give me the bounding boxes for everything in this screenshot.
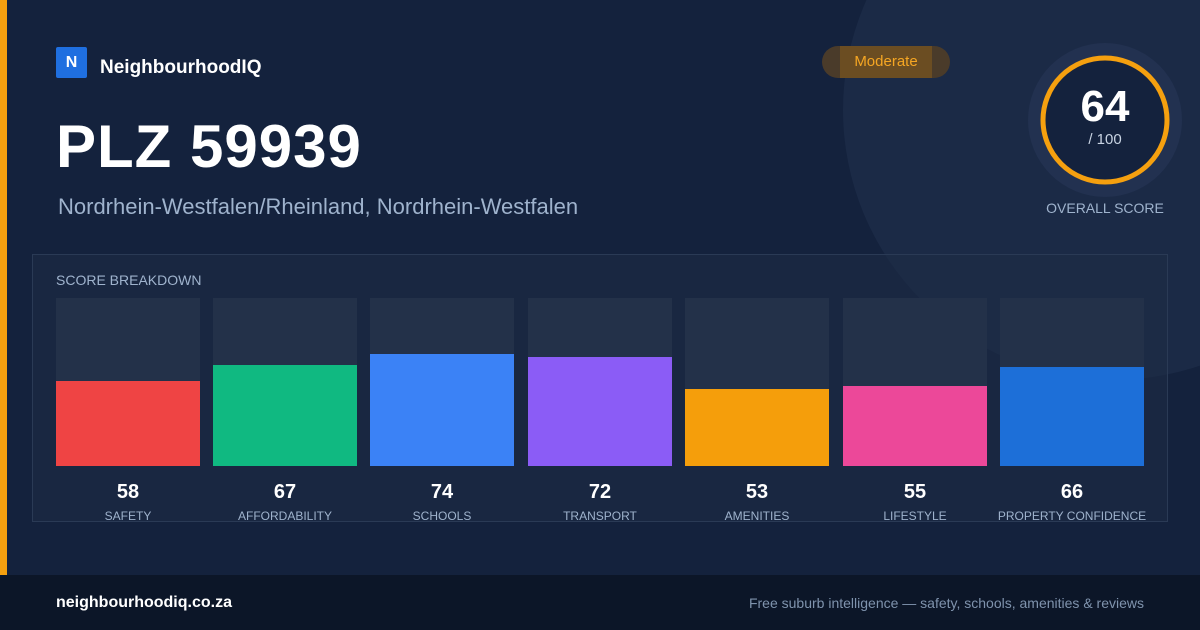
overall-score-value: 64 bbox=[1080, 82, 1130, 131]
bar-track bbox=[685, 298, 829, 466]
bar-property-confidence: 66 PROPERTY CONFIDENCE bbox=[998, 298, 1146, 524]
bar-fill-property-confidence bbox=[1000, 367, 1144, 466]
bar-label: SCHOOLS bbox=[412, 509, 472, 523]
brand: N NeighbourhoodIQ bbox=[56, 46, 261, 79]
bar-safety: 58 SAFETY bbox=[56, 298, 200, 524]
overall-score-ring: 64 / 100 bbox=[1028, 43, 1182, 197]
bar-transport: 72 TRANSPORT bbox=[528, 298, 672, 524]
bar-track bbox=[1000, 298, 1144, 466]
rating-badge-label: Moderate bbox=[840, 46, 932, 78]
score-breakdown-title: SCORE BREAKDOWN bbox=[56, 272, 202, 288]
bar-schools: 74 SCHOOLS bbox=[370, 298, 514, 524]
page-title: PLZ 59939 bbox=[56, 113, 362, 180]
bar-amenities: 53 AMENITIES bbox=[685, 298, 829, 524]
bar-track bbox=[56, 298, 200, 466]
bar-track bbox=[528, 298, 672, 466]
bar-fill-transport bbox=[528, 357, 672, 466]
footer-tagline: Free suburb intelligence — safety, schoo… bbox=[748, 595, 1144, 611]
bar-fill-lifestyle bbox=[843, 386, 987, 466]
accent-bar bbox=[0, 0, 7, 575]
score-ring-arc bbox=[1040, 55, 1170, 185]
bar-lifestyle: 55 LIFESTYLE bbox=[843, 298, 987, 524]
brand-logo-icon: N bbox=[56, 47, 87, 78]
bar-label: LIFESTYLE bbox=[883, 509, 947, 523]
bar-affordability: 67 AFFORDABILITY bbox=[213, 298, 357, 524]
bar-track bbox=[370, 298, 514, 466]
footer-url-link[interactable]: neighbourhoodiq.co.za bbox=[56, 594, 232, 611]
bar-track bbox=[843, 298, 987, 466]
brand-name: NeighbourhoodIQ bbox=[100, 57, 262, 78]
bar-value: 72 bbox=[588, 481, 612, 503]
overall-score-label: OVERALL SCORE bbox=[1046, 200, 1164, 216]
bar-label: SAFETY bbox=[104, 509, 152, 523]
bar-label: PROPERTY CONFIDENCE bbox=[997, 509, 1147, 523]
bar-label: AMENITIES bbox=[724, 509, 790, 523]
bar-value: 53 bbox=[745, 481, 769, 503]
bar-value: 67 bbox=[273, 481, 297, 503]
bar-fill-safety bbox=[56, 381, 200, 466]
bar-fill-affordability bbox=[213, 365, 357, 466]
score-ring-graphic bbox=[1028, 43, 1182, 197]
location-subtitle: Nordrhein-Westfalen/Rheinland, Nordrhein… bbox=[58, 194, 579, 219]
bar-track bbox=[213, 298, 357, 466]
bar-fill-schools bbox=[370, 354, 514, 466]
bar-fill-amenities bbox=[685, 389, 829, 466]
overall-score-max: / 100 bbox=[1088, 131, 1122, 148]
bar-value: 66 bbox=[1060, 481, 1084, 503]
bar-label: AFFORDABILITY bbox=[237, 509, 332, 523]
rating-badge: Moderate bbox=[822, 46, 950, 78]
footer: neighbourhoodiq.co.za Free suburb intell… bbox=[0, 575, 1200, 630]
bar-value: 55 bbox=[903, 481, 927, 503]
bar-value: 58 bbox=[116, 481, 140, 503]
bar-value: 74 bbox=[430, 481, 454, 503]
bar-label: TRANSPORT bbox=[563, 509, 637, 523]
